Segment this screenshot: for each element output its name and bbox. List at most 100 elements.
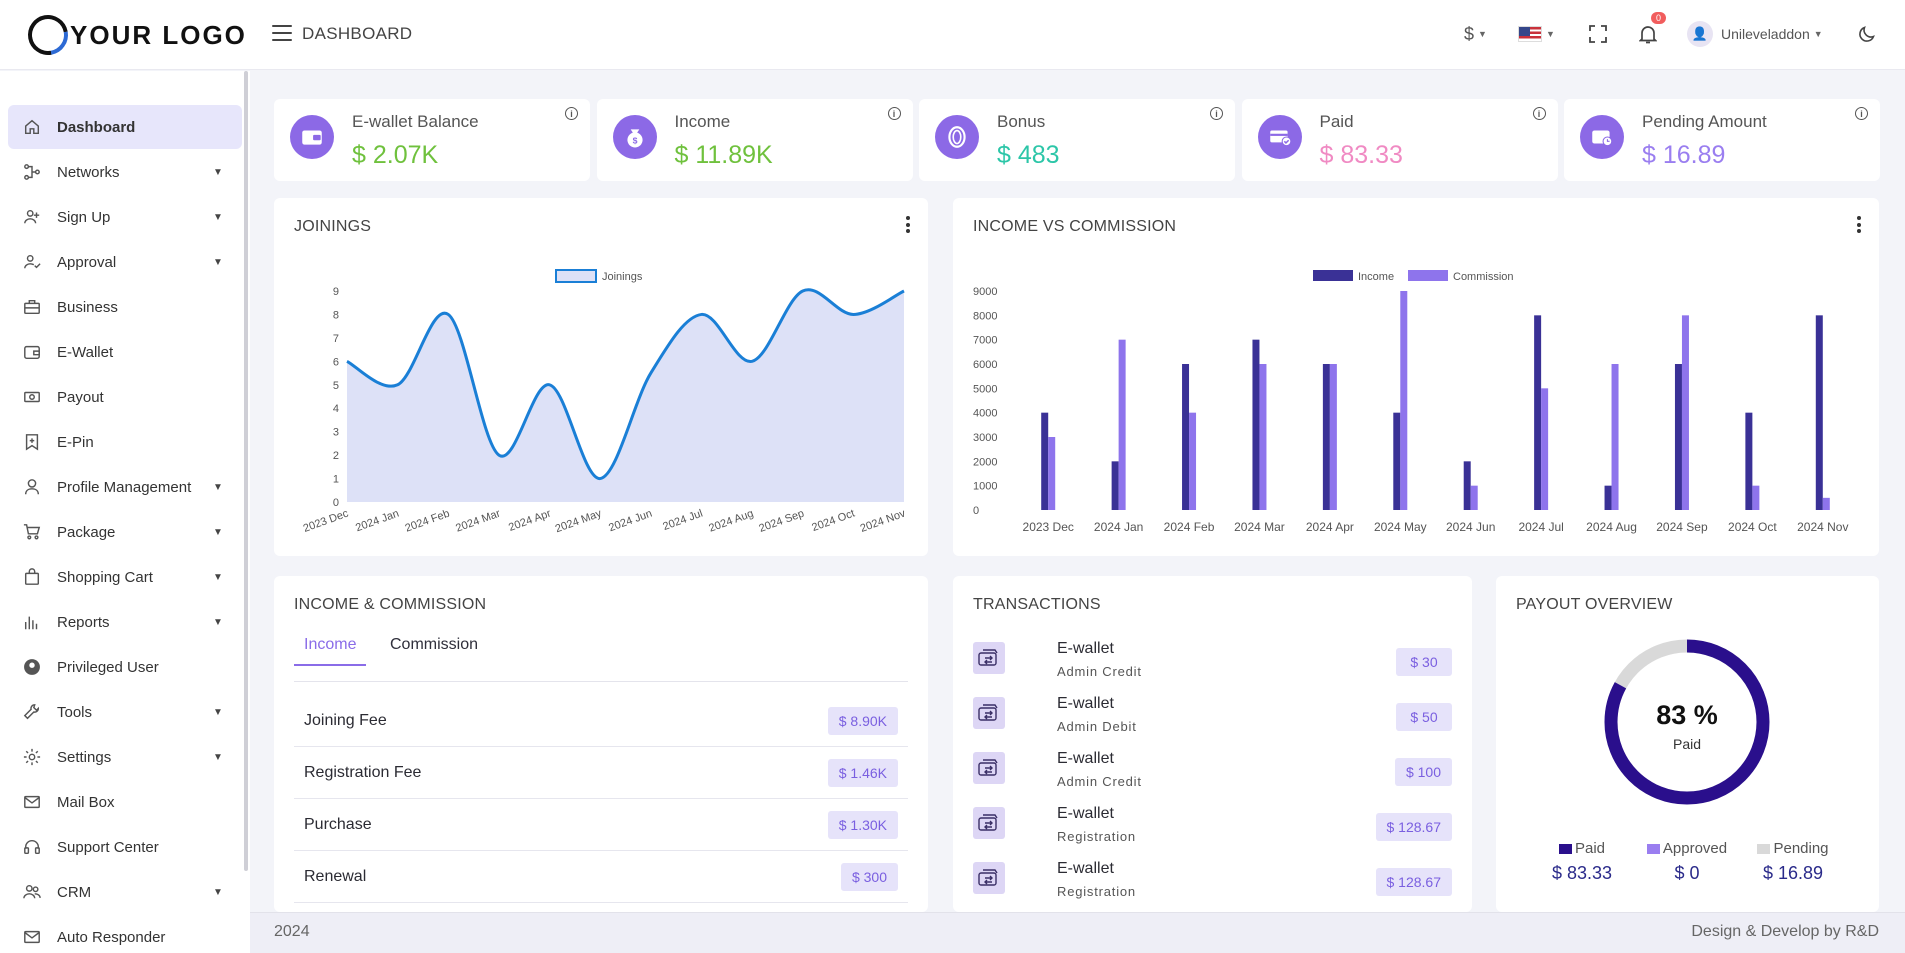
info-icon[interactable]: i [1210,107,1223,120]
language-dropdown[interactable]: ▼ [1518,18,1555,50]
logo-ring-icon [20,7,76,63]
joinings-area-fill [347,289,904,502]
money-bag-icon: $ [612,115,657,159]
payout-legend-pending[interactable]: Pending $ 16.89 [1738,840,1848,884]
income-row-amount: $ 1.46K [827,758,898,787]
sidebar-item-approval[interactable]: Approval ▼ [8,240,242,284]
chevron-down-icon: ▼ [213,616,223,628]
income-bar [1322,364,1330,510]
legend-label-income: Income [1358,271,1394,283]
payout-donut-chart [1604,639,1770,805]
stat-title: Bonus [997,112,1046,131]
chevron-down-icon: ▼ [213,481,223,493]
sidebar-item-e-pin[interactable]: E-Pin [8,420,242,464]
sidebar-item-business[interactable]: Business [8,285,242,329]
info-icon[interactable]: i [1855,107,1868,120]
wrench-icon [22,702,42,722]
income-row: Renewal $ 300 [294,851,908,903]
notification-badge: 0 [1651,12,1667,24]
sidebar-item-support-center[interactable]: Support Center [8,825,242,869]
sidebar-item-tools[interactable]: Tools ▼ [8,690,242,734]
sidebar-item-sign-up[interactable]: Sign Up ▼ [8,195,242,239]
income-row-label: Joining Fee [304,711,387,729]
sidebar-item-crm[interactable]: CRM ▼ [8,870,242,914]
y-tick-label: 3 [333,427,339,439]
y-tick-label: 8 [333,309,339,321]
x-tick-label: 2024 Jun [607,508,654,535]
commission-bar [1611,364,1619,510]
legend-value: $ 16.89 [1762,863,1824,883]
x-tick-label: 2024 Jan [354,508,401,535]
sidebar-item-shopping-cart[interactable]: Shopping Cart ▼ [8,555,242,599]
currency-dropdown[interactable]: $ ▼ [1464,18,1487,50]
tab-commission[interactable]: Commission [390,636,479,653]
payout-legend-approved[interactable]: Approved $ 0 [1632,840,1742,884]
page-title: DASHBOARD [302,24,413,43]
chevron-down-icon: ▼ [1546,29,1555,39]
sidebar-item-settings[interactable]: Settings ▼ [8,735,242,779]
income-bar [1604,485,1612,510]
payout-overview-card: PAYOUT OVERVIEW 83 % Paid Paid $ 83.33 App… [1496,576,1879,912]
income-row-amount: $ 8.90K [827,706,898,735]
dark-mode-toggle[interactable] [1858,18,1876,50]
x-tick-label: 2024 Oct [810,508,856,535]
tab-income[interactable]: Income [294,636,367,666]
sidebar-item-privileged-user[interactable]: Privileged User [8,645,242,689]
income-bar [1041,412,1049,510]
joinings-menu-icon[interactable] [906,216,910,236]
stat-value: $ 83.33 [1319,141,1403,169]
sidebar-item-payout[interactable]: Payout [8,375,242,419]
x-tick-label: 2024 Nov [859,507,908,535]
y-tick-label: 2000 [973,456,997,468]
sidebar-item-networks[interactable]: Networks ▼ [8,150,242,194]
transaction-row: E-wallet Admin Credit $ 100 [973,748,1452,803]
user-check-icon [22,252,42,272]
income-vs-commission-menu-icon[interactable] [1857,216,1861,236]
commission-bar [1470,485,1478,510]
menu-toggle-icon[interactable] [272,25,292,43]
y-tick-label: 7000 [973,335,997,347]
info-icon[interactable]: i [887,107,901,120]
wallet-transfer-icon [973,862,1005,894]
x-tick-label: 2024 Jul [1518,520,1563,534]
y-tick-label: 7 [333,333,339,345]
wallet-transfer-icon [973,697,1005,729]
sidebar-scrollbar[interactable] [244,71,248,871]
wallet-icon [290,115,334,159]
sidebar-item-label: Settings [57,748,112,766]
sidebar-item-profile-management[interactable]: Profile Management ▼ [8,465,242,509]
x-tick-label: 2024 Feb [404,508,452,535]
sidebar-item-auto-responder[interactable]: Auto Responder [8,915,242,953]
user-plus-icon [22,207,42,227]
wallet-icon [22,342,42,362]
user-menu[interactable]: 👤 Unileveladdon ▼ [1687,18,1823,50]
username: Unileveladdon [1721,26,1810,42]
income-row-label: Registration Fee [304,763,422,781]
sidebar-item-mail-box[interactable]: Mail Box [8,780,242,824]
logo[interactable]: YOUR LOGO [20,7,247,63]
payout-legend-paid[interactable]: Paid $ 83.33 [1527,840,1637,884]
info-icon[interactable]: i [565,107,578,120]
stat-card-paid: Paid $ 83.33 i [1241,99,1558,181]
sidebar-item-label: Sign Up [57,208,111,226]
wallet-clock-icon [1580,115,1624,159]
users-icon [22,882,42,902]
income-bar [1252,339,1260,510]
transaction-name: E-wallet [1057,805,1114,822]
fullscreen-button[interactable] [1589,18,1607,50]
x-tick-label: 2024 Apr [507,507,553,533]
headset-icon [22,837,42,857]
sidebar-item-reports[interactable]: Reports ▼ [8,600,242,644]
info-icon[interactable]: i [1532,107,1546,120]
sidebar-item-package[interactable]: Package ▼ [8,510,242,554]
sidebar-item-dashboard[interactable]: Dashboard [8,105,242,149]
logo-text: YOUR LOGO [70,19,247,50]
legend-swatch [1757,844,1771,855]
bar-chart-icon [22,612,42,632]
transaction-name: E-wallet [1057,695,1114,712]
y-tick-label: 2 [333,450,339,462]
notifications-button[interactable]: 0 [1639,12,1667,50]
x-tick-label: 2024 Jan [1094,520,1143,534]
sidebar-item-e-wallet[interactable]: E-Wallet [8,330,242,374]
sidebar-item-label: E-Pin [57,433,94,451]
